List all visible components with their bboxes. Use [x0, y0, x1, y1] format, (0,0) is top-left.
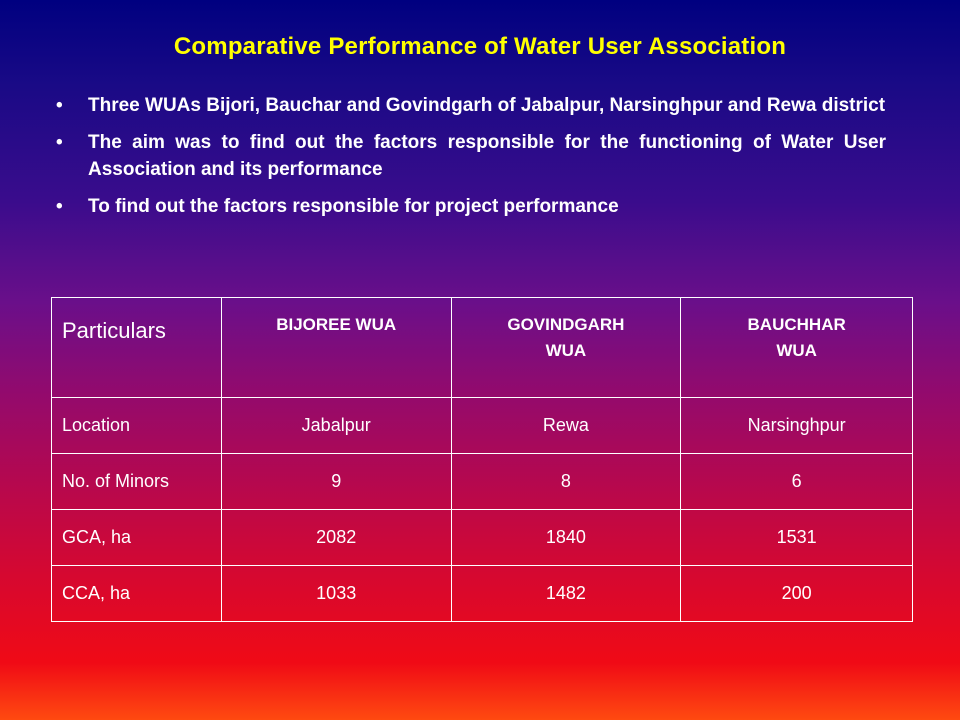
- table-cell: 6: [680, 453, 913, 510]
- bullet-list: • Three WUAs Bijori, Bauchar and Govindg…: [56, 92, 886, 230]
- table-cell: Jabalpur: [220, 397, 452, 454]
- header-bauchhar-text: BAUCHHAR WUA: [747, 315, 846, 360]
- bullet-text: The aim was to find out the factors resp…: [88, 132, 886, 180]
- header-govindgarh: GOVINDGARH WUA: [450, 297, 682, 398]
- table-cell: 1840: [450, 509, 682, 566]
- table-cell: 2082: [220, 509, 452, 566]
- table-row: No. of Minors 9 8 6: [51, 453, 913, 510]
- table-cell: 1531: [680, 509, 913, 566]
- bullet-dot-icon: •: [56, 95, 63, 116]
- bullet-text: To find out the factors responsible for …: [88, 196, 619, 217]
- header-bauchhar: BAUCHHAR WUA: [680, 297, 913, 398]
- row-label: CCA, ha: [51, 565, 222, 622]
- table-row: Location Jabalpur Rewa Narsinghpur: [51, 397, 913, 454]
- header-bijoree: BIJOREE WUA: [220, 297, 452, 398]
- table-cell: 200: [680, 565, 913, 622]
- header-govindgarh-text: GOVINDGARH WUA: [507, 315, 625, 360]
- header-particulars: Particulars: [51, 297, 222, 398]
- bullet-text: Three WUAs Bijori, Bauchar and Govindgar…: [88, 95, 886, 116]
- table-cell: 1482: [450, 565, 682, 622]
- table-cell: Narsinghpur: [680, 397, 913, 454]
- header-bijoree-text: BIJOREE WUA: [276, 315, 397, 334]
- bullet-item: • Three WUAs Bijori, Bauchar and Govindg…: [56, 92, 886, 119]
- table-header-row: Particulars BIJOREE WUA GOVINDGARH WUA B…: [51, 297, 913, 398]
- bullet-dot-icon: •: [56, 132, 63, 153]
- row-label: No. of Minors: [51, 453, 222, 510]
- row-label: GCA, ha: [51, 509, 222, 566]
- table-cell: Rewa: [450, 397, 682, 454]
- table-cell: 1033: [220, 565, 452, 622]
- comparison-table: Particulars BIJOREE WUA GOVINDGARH WUA B…: [51, 297, 913, 622]
- table-cell: 8: [450, 453, 682, 510]
- row-label: Location: [51, 397, 222, 454]
- bullet-item: • The aim was to find out the factors re…: [56, 129, 886, 183]
- table-row: GCA, ha 2082 1840 1531: [51, 509, 913, 566]
- table-cell: 9: [220, 453, 452, 510]
- bullet-item: • To find out the factors responsible fo…: [56, 193, 886, 220]
- bullet-dot-icon: •: [56, 196, 63, 217]
- table-row: CCA, ha 1033 1482 200: [51, 565, 913, 622]
- slide-title: Comparative Performance of Water User As…: [173, 33, 787, 60]
